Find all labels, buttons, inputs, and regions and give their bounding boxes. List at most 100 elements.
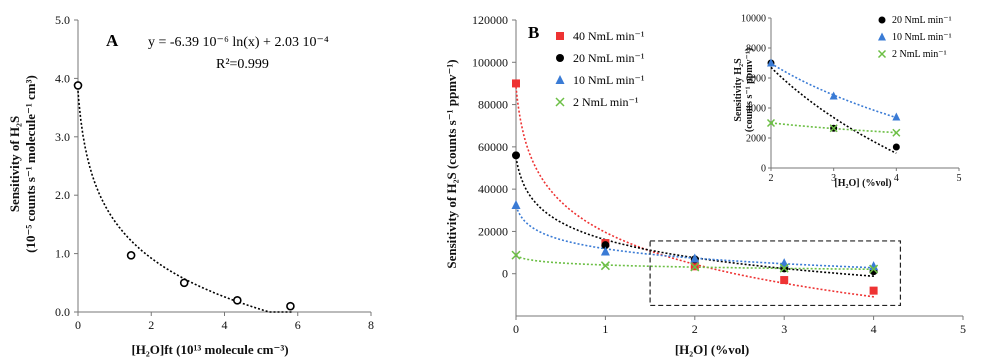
panel-a-y-tick-label: 1.0 [55, 247, 70, 261]
inset-y-label-line1: Sensitivity H₂S [733, 58, 744, 122]
panel-b-legend-marker [556, 32, 564, 40]
inset-y-tick-label: 4000 [746, 104, 766, 115]
inset-fit-curve [770, 62, 897, 119]
inset-points [766, 58, 901, 151]
panel-b-x-tick-label: 2 [692, 322, 698, 336]
inset-y-tick-label: 6000 [746, 74, 766, 85]
inset-data-point [892, 128, 901, 137]
panel-a-points [73, 81, 295, 311]
inset-fit-curve [770, 122, 897, 134]
panel-b-data-point [869, 264, 879, 274]
panel-b-y-tick-label: 80000 [478, 98, 508, 112]
inset-fit-curves [770, 62, 897, 154]
panel-a-x-tick-label: 8 [368, 318, 374, 332]
panel-b-points [511, 79, 879, 295]
panel-b-data-point [780, 276, 789, 285]
inset-legend-label: 20 NmL min⁻¹ [892, 15, 952, 26]
panel-b-legend-marker [555, 97, 565, 107]
inset-y-tick-label: 2000 [746, 134, 766, 145]
inset-y-label-line2: (counts s⁻¹ ppmv⁻¹) [744, 48, 755, 132]
inset-legend-marker [878, 32, 886, 41]
inset-legend-label: 2 NmL min⁻¹ [892, 49, 947, 60]
panel-a-x-tick-label: 6 [295, 318, 301, 332]
panel-b-x-tick-label: 3 [781, 322, 787, 336]
panel-b-legend-label: 10 NmL min⁻¹ [573, 73, 645, 87]
panel-a-r-squared: R²=0.999 [216, 57, 269, 72]
inset-y-tick-label: 0 [761, 164, 766, 175]
inset-data-point [892, 143, 900, 151]
inset-x-tick-label: 2 [769, 173, 774, 184]
panel-a-x-ticks: 0 2 4 6 8 [75, 312, 374, 332]
panel-b-y-tick-label: 120000 [472, 13, 508, 27]
panel-b-x-tick-label: 5 [960, 322, 966, 336]
panel-b-data-point [601, 241, 610, 250]
inset-x-label: [H₂O] (%vol) [834, 178, 891, 189]
panel-a-data-point [73, 81, 83, 90]
panel-a-y-tick-label: 5.0 [55, 13, 70, 27]
panel-b-legend-marker [555, 75, 565, 84]
panel-b-legend-label: 20 NmL min⁻¹ [573, 51, 645, 65]
inset-fit-curve [770, 66, 897, 154]
inset-data-point [767, 58, 775, 67]
panel-a-data-point [179, 278, 189, 288]
panel-b-data-point [779, 263, 789, 273]
inset-data-point [766, 118, 776, 128]
panel-b-y-tick-label: 40000 [478, 182, 508, 196]
inset-y-tick-label: 10000 [741, 14, 766, 25]
panel-b-x-tick-label: 0 [513, 322, 519, 336]
panel-b-data-point [600, 246, 610, 256]
panel-a-data-point [233, 296, 242, 305]
panel-b-x-tick-label: 1 [602, 322, 608, 336]
panel-a-x-tick-label: 2 [148, 318, 154, 332]
panel-a-data-point [286, 301, 295, 311]
inset-legend-marker [878, 16, 886, 24]
panel-a-y-tick-label: 2.0 [55, 188, 70, 202]
panel-b-y-tick-label: 20000 [478, 224, 508, 238]
panel-a-x-label: [H₂O]ft (10¹³ molecule cm⁻³) [131, 342, 288, 357]
inset-x-tick-label: 3 [831, 173, 836, 184]
panel-b-legend-marker [556, 54, 564, 62]
panel-a-y-tick-label: 3.0 [55, 130, 70, 144]
panel-b-x-label: [H₂O] (%vol) [675, 342, 749, 357]
panel-b-y-tick-label: 100000 [472, 55, 508, 69]
panel-a-y-ticks: 0.0 1.0 2.0 3.0 4.0 5.0 [55, 13, 78, 319]
panel-b-data-point [869, 286, 878, 295]
panel-b-y-ticks: 0 20000 40000 60000 80000 100000 120000 [472, 13, 516, 281]
panel-a-equation: y = -6.39 10⁻⁶ ln(x) + 2.03 10⁻⁴ [148, 35, 329, 50]
panel-a-letter: A [106, 31, 119, 50]
panel-b-legend: 40 NmL min⁻¹ 20 NmL min⁻¹ 10 NmL min⁻¹ 2 Nm… [555, 29, 645, 109]
panel-b-data-point [600, 261, 610, 271]
panel-b-letter: B [528, 23, 539, 42]
panel-b-axes [515, 20, 963, 317]
panel-b-data-point [511, 200, 521, 209]
panel-b-x-tick-label: 4 [871, 322, 877, 336]
panel-a-x-tick-label: 0 [75, 318, 81, 332]
inset-legend-marker [877, 49, 887, 59]
panel-b-y-tick-label: 0 [502, 267, 508, 281]
inset-legend-label: 10 NmL min⁻¹ [892, 32, 952, 43]
inset-y-tick-label: 8000 [746, 44, 766, 55]
panel-a-y-label-line1: Sensitivity of H₂S [7, 116, 22, 212]
inset-legend: 20 NmL min⁻¹ 10 NmL min⁻¹ 2 NmL min⁻¹ [877, 15, 952, 60]
panel-b-data-point [690, 253, 700, 263]
inset-data-point [829, 91, 838, 100]
panel-b-y-tick-label: 60000 [478, 140, 508, 154]
inset-data-point [892, 112, 901, 121]
inset-x-tick-label: 4 [894, 173, 899, 184]
panel-b-y-label: Sensitivity of H₂S (counts s⁻¹ ppmv⁻¹) [444, 59, 459, 268]
panel-b-data-point [511, 250, 521, 260]
panel-a-y-label-line2: (10⁻⁵ counts s⁻¹ molecule⁻¹ cm³) [23, 75, 38, 253]
panel-b-data-point [512, 151, 520, 160]
panel-b-data-point [512, 79, 520, 88]
inset-x-tick-label: 5 [957, 173, 962, 184]
panel-a-chart: 0 2 4 6 8 0.0 1.0 2.0 3.0 4.0 5.0 A y = -6.39 10⁻… [7, 13, 374, 357]
panel-b-x-ticks: 0 1 2 3 4 5 [513, 316, 966, 336]
panel-b-data-point [690, 262, 700, 272]
panel-b-zoom-box [649, 240, 902, 307]
panel-a-data-point [126, 251, 136, 260]
inset-axes [770, 18, 959, 169]
panel-a-y-tick-label: 4.0 [55, 71, 70, 85]
inset-background [712, 6, 986, 186]
